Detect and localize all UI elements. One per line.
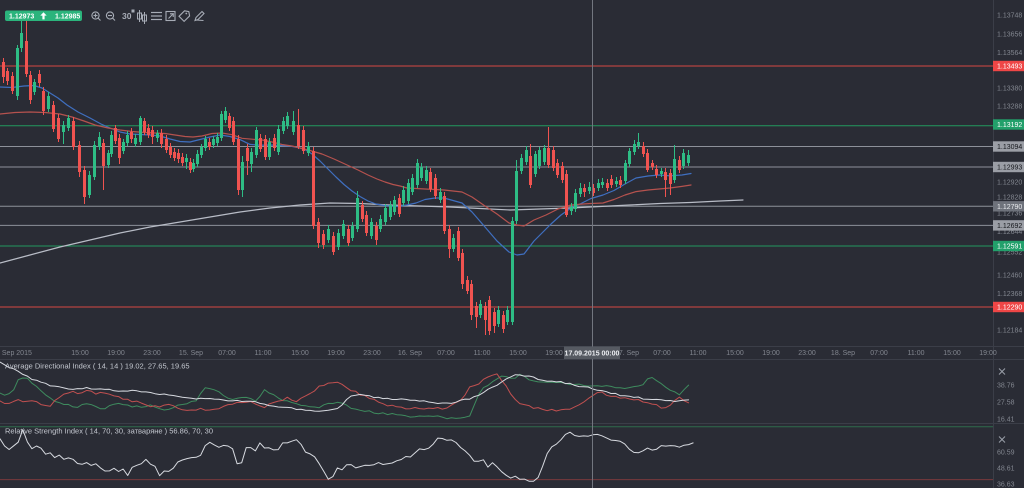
- svg-text:15:00: 15:00: [71, 350, 89, 357]
- svg-text:38.76: 38.76: [997, 383, 1015, 390]
- svg-text:17.09.2015 00:00: 17.09.2015 00:00: [565, 351, 620, 358]
- svg-text:1.12644: 1.12644: [997, 229, 1022, 236]
- svg-text:07:00: 07:00: [437, 350, 455, 357]
- svg-text:19:00: 19:00: [107, 350, 125, 357]
- svg-text:1.12985: 1.12985: [55, 13, 80, 20]
- svg-text:1.12692: 1.12692: [997, 223, 1022, 230]
- svg-text:15:00: 15:00: [943, 350, 961, 357]
- svg-text:15:00: 15:00: [726, 350, 744, 357]
- svg-text:07:00: 07:00: [218, 350, 236, 357]
- svg-text:16.41: 16.41: [997, 417, 1015, 424]
- svg-text:14 Sep 2015: 14 Sep 2015: [0, 350, 32, 357]
- svg-text:11:00: 11:00: [255, 350, 272, 357]
- svg-text:1.12790: 1.12790: [997, 204, 1022, 211]
- svg-text:11:00: 11:00: [474, 350, 491, 357]
- svg-text:48.61: 48.61: [997, 466, 1015, 473]
- svg-text:23:00: 23:00: [143, 350, 161, 357]
- svg-text:30: 30: [122, 11, 132, 21]
- svg-text:19:00: 19:00: [327, 350, 345, 357]
- svg-text:1.13564: 1.13564: [997, 50, 1022, 57]
- svg-text:1.12920: 1.12920: [997, 180, 1022, 187]
- svg-text:1.12828: 1.12828: [997, 195, 1022, 202]
- svg-text:07:00: 07:00: [653, 350, 671, 357]
- svg-text:1.13493: 1.13493: [997, 64, 1022, 71]
- svg-text:1.12973: 1.12973: [9, 13, 34, 20]
- svg-text:1.13656: 1.13656: [997, 32, 1022, 39]
- svg-text:Relative Strength Index ( 14,: Relative Strength Index ( 14, 70, 30, за…: [5, 427, 213, 436]
- svg-text:1.12184: 1.12184: [997, 328, 1022, 335]
- svg-text:15:00: 15:00: [509, 350, 527, 357]
- svg-text:17. Sep: 17. Sep: [615, 350, 639, 357]
- svg-text:11:00: 11:00: [908, 350, 925, 357]
- svg-text:1.12290: 1.12290: [997, 305, 1022, 312]
- svg-text:16. Sep: 16. Sep: [398, 350, 422, 357]
- svg-text:15:00: 15:00: [291, 350, 309, 357]
- svg-text:19:00: 19:00: [545, 350, 563, 357]
- svg-text:19:00: 19:00: [762, 350, 780, 357]
- svg-text:Average Directional Index ( 14: Average Directional Index ( 14, 14 ) 19.…: [5, 362, 190, 371]
- svg-text:1.12552: 1.12552: [997, 250, 1022, 257]
- svg-text:36.63: 36.63: [997, 482, 1015, 488]
- svg-text:19:00: 19:00: [979, 350, 997, 357]
- svg-text:1.13748: 1.13748: [997, 13, 1022, 20]
- svg-text:15. Sep: 15. Sep: [179, 350, 203, 357]
- svg-text:60.59: 60.59: [997, 450, 1015, 457]
- svg-text:1.13380: 1.13380: [997, 86, 1022, 93]
- svg-text:1.13192: 1.13192: [997, 122, 1022, 129]
- svg-text:1.12736: 1.12736: [997, 211, 1022, 218]
- svg-text:11:00: 11:00: [690, 350, 707, 357]
- svg-text:18. Sep: 18. Sep: [831, 350, 855, 357]
- svg-text:1.12368: 1.12368: [997, 291, 1022, 298]
- svg-text:1.13094: 1.13094: [997, 144, 1022, 151]
- svg-text:27.58: 27.58: [997, 400, 1015, 407]
- svg-text:23:00: 23:00: [798, 350, 816, 357]
- svg-text:1.13288: 1.13288: [997, 104, 1022, 111]
- svg-text:1.12591: 1.12591: [997, 244, 1022, 251]
- svg-text:1.12460: 1.12460: [997, 273, 1022, 280]
- svg-text:1.12993: 1.12993: [997, 165, 1022, 172]
- svg-text:23:00: 23:00: [363, 350, 381, 357]
- svg-text:07:00: 07:00: [870, 350, 888, 357]
